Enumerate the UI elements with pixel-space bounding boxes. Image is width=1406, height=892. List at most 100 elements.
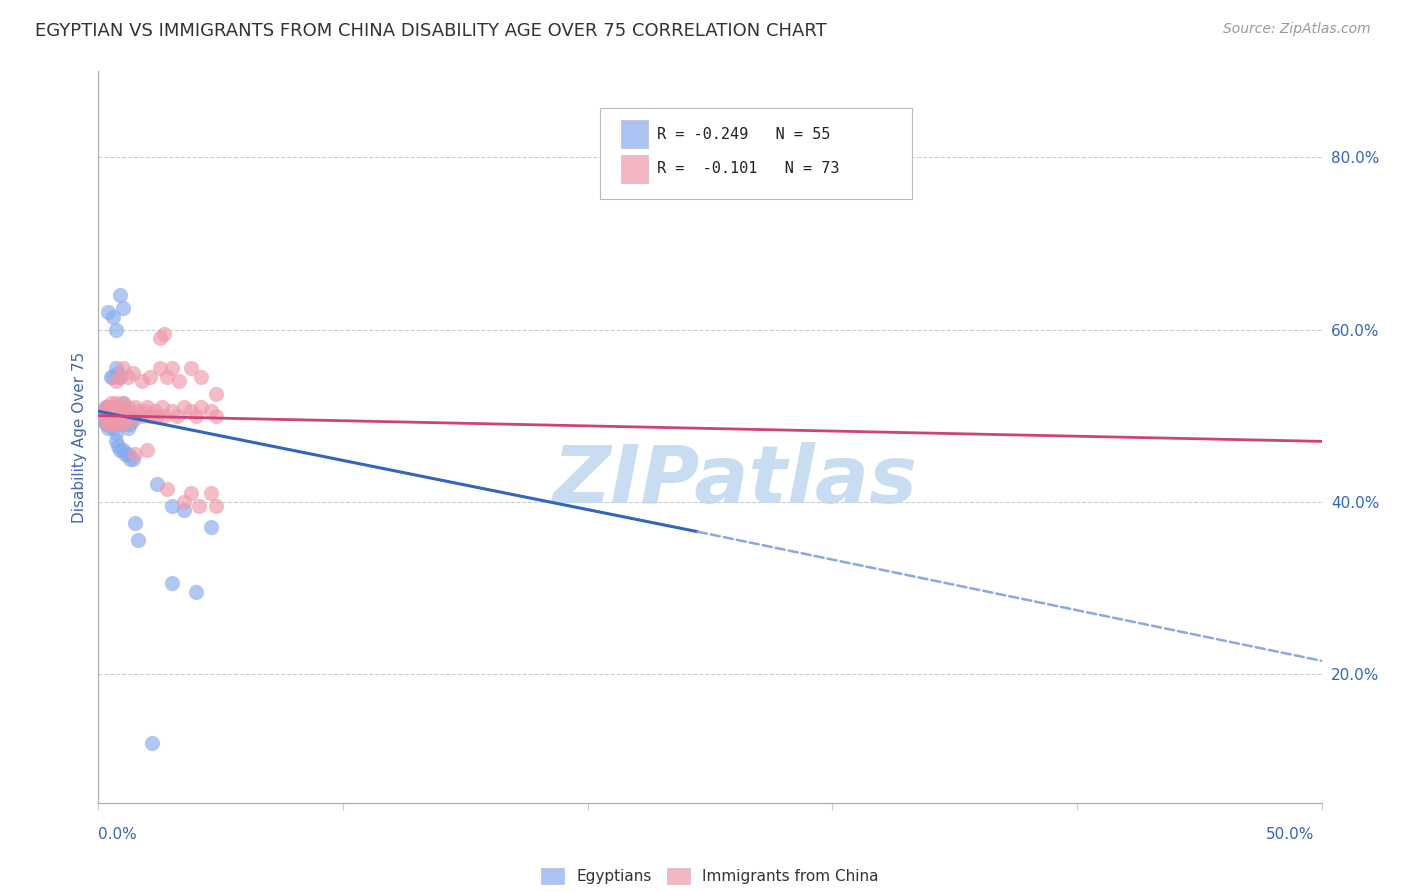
Point [111,361,134,376]
Point [134,404,156,418]
Point [97,413,120,427]
Point [153,409,176,423]
Point [120,417,142,432]
Point [94,417,117,432]
Point [101,404,124,418]
Point [111,413,134,427]
Point [139,369,162,384]
Point [101,409,124,423]
Point [146,477,169,491]
Point [104,434,127,449]
Point [186,409,208,423]
Bar [620,154,648,183]
Point [97,305,120,319]
Point [107,404,129,418]
Point [146,409,169,423]
Point [104,322,127,336]
Point [149,331,172,345]
Point [110,369,132,384]
Point [200,404,222,418]
Point [100,409,122,423]
Text: R = -0.249   N = 55: R = -0.249 N = 55 [658,127,831,142]
Point [94,409,117,423]
Point [187,499,209,513]
Point [131,409,153,423]
Point [111,301,134,315]
Point [149,361,172,376]
Point [186,585,208,599]
Point [91,413,114,427]
Point [136,442,159,457]
Text: 0.0%: 0.0% [98,827,138,841]
Point [100,413,122,427]
Point [131,374,153,388]
Point [114,413,136,427]
Point [173,400,195,414]
Point [111,404,134,418]
Point [120,409,142,423]
Point [100,417,122,432]
Point [111,409,134,423]
Point [153,326,176,341]
Point [173,494,195,508]
Point [94,400,117,414]
Point [97,404,120,418]
Point [124,409,146,423]
Point [94,400,117,414]
Point [180,361,202,376]
Point [97,421,120,435]
Legend: Egyptians, Immigrants from China: Egyptians, Immigrants from China [536,862,884,890]
Point [141,735,163,749]
Point [160,404,183,418]
Point [97,409,120,423]
Text: 50.0%: 50.0% [1267,827,1315,841]
Point [200,520,222,534]
Point [121,413,143,427]
Point [205,387,228,401]
Text: Source: ZipAtlas.com: Source: ZipAtlas.com [1223,22,1371,37]
Point [117,409,139,423]
Point [101,417,124,432]
Point [205,499,228,513]
Point [121,366,143,380]
Point [124,516,146,530]
Point [124,447,146,461]
Point [110,442,132,457]
Point [166,409,188,423]
Point [200,486,222,500]
Point [117,421,139,435]
Point [156,482,179,496]
Point [114,404,136,418]
Point [111,442,134,457]
Point [136,400,159,414]
Point [104,395,127,409]
Point [110,404,132,418]
Point [97,400,120,414]
Point [120,451,142,466]
Point [117,413,139,427]
Point [190,369,212,384]
Text: ZIPatlas: ZIPatlas [553,442,917,520]
Point [97,417,120,432]
Point [90,409,112,423]
Point [114,447,136,461]
Text: EGYPTIAN VS IMMIGRANTS FROM CHINA DISABILITY AGE OVER 75 CORRELATION CHART: EGYPTIAN VS IMMIGRANTS FROM CHINA DISABI… [35,22,827,40]
Point [104,361,127,376]
Point [104,413,127,427]
Point [107,400,129,414]
Point [160,499,183,513]
Point [101,413,124,427]
Point [101,421,124,435]
Point [101,400,124,414]
Point [114,409,136,423]
Point [121,451,143,466]
Point [94,413,117,427]
Point [104,409,127,423]
Point [110,413,132,427]
Point [107,417,129,432]
Point [205,409,228,423]
Bar [620,120,648,148]
FancyBboxPatch shape [600,108,912,200]
Point [107,413,129,427]
Point [100,413,122,427]
